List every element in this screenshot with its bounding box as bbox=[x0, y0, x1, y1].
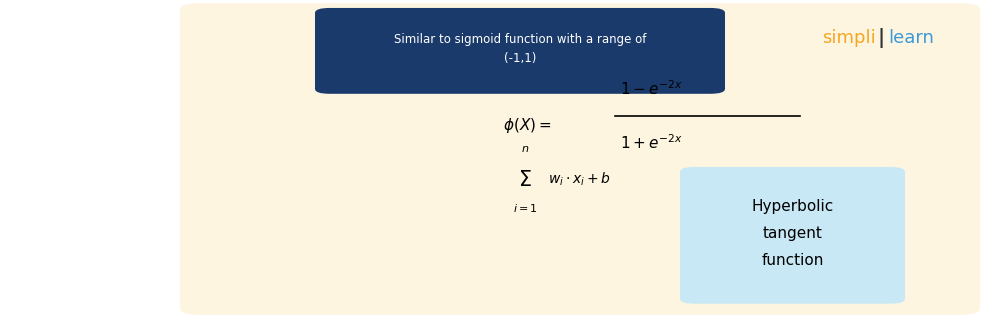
Text: Y: Y bbox=[362, 35, 373, 50]
Text: 1: 1 bbox=[349, 105, 357, 119]
Text: Similar to sigmoid function with a range of
(-1,1): Similar to sigmoid function with a range… bbox=[394, 33, 646, 65]
Text: $i=1$: $i=1$ bbox=[513, 202, 537, 214]
Text: $1 - e^{-2x}$: $1 - e^{-2x}$ bbox=[620, 80, 683, 98]
Text: 0: 0 bbox=[372, 187, 380, 201]
Text: -1: -1 bbox=[344, 239, 357, 253]
Text: simpli: simpli bbox=[822, 29, 876, 47]
Text: learn: learn bbox=[888, 29, 934, 47]
Text: $n$: $n$ bbox=[521, 144, 529, 155]
Text: $\Sigma$: $\Sigma$ bbox=[518, 170, 532, 190]
Text: $\phi(X)=$: $\phi(X)=$ bbox=[503, 116, 552, 135]
Text: |: | bbox=[877, 28, 884, 48]
Text: $w_i \cdot x_i + b$: $w_i \cdot x_i + b$ bbox=[548, 171, 611, 188]
Text: Hyperbolic
tangent
function: Hyperbolic tangent function bbox=[752, 199, 834, 268]
Text: $1 + e^{-2x}$: $1 + e^{-2x}$ bbox=[620, 134, 683, 152]
